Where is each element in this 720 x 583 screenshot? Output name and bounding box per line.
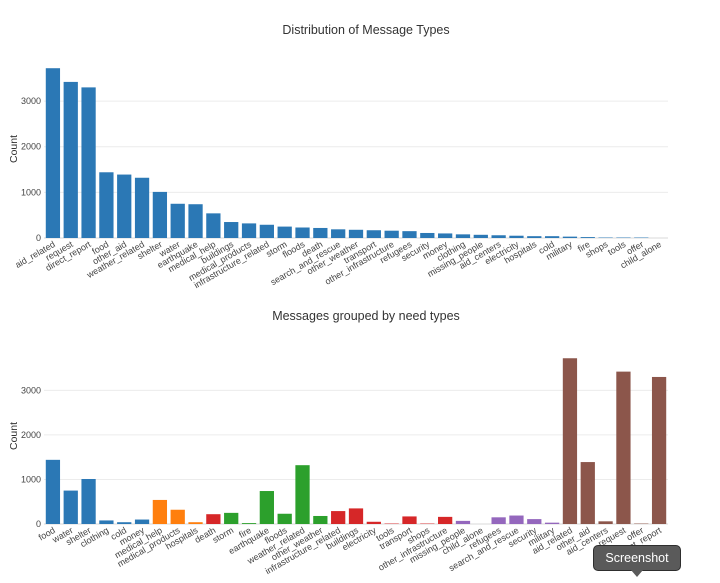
x-tick-label: storm <box>211 525 235 545</box>
chart-need-types: Messages grouped by need types 0 1000 2000 3… <box>8 309 668 576</box>
bar-security <box>527 519 542 524</box>
bar-aid-centers <box>491 235 506 238</box>
bar-military <box>562 236 578 238</box>
bar-refugees <box>402 231 417 238</box>
bar-water <box>63 490 78 524</box>
bar-hospitals <box>188 522 203 524</box>
bar-medical-products <box>241 223 257 238</box>
bar-death <box>206 514 221 524</box>
bar-weather-related <box>295 465 310 524</box>
bar-buildings <box>224 222 239 238</box>
bar-weather-related <box>134 177 150 238</box>
bar-medical-help <box>206 213 221 238</box>
bar-request <box>63 81 78 239</box>
y-tick-label: 3000 <box>21 96 41 106</box>
bar-money <box>134 519 150 524</box>
bar-storm <box>277 226 292 238</box>
bar-other-aid <box>580 462 595 524</box>
y-tick-label: 2000 <box>21 430 41 440</box>
bar-other-aid <box>117 174 132 238</box>
bar-medical-products <box>170 509 185 524</box>
bar-aid-related <box>562 358 578 524</box>
bar-money <box>438 233 453 238</box>
y-axis-title: Count <box>8 135 20 163</box>
bar-direct-report <box>651 376 667 524</box>
y-tick-label: 1000 <box>21 474 41 484</box>
bar-search-and-rescue <box>331 229 346 238</box>
y-tick-label: 1000 <box>21 187 41 197</box>
bar-floods <box>295 227 310 238</box>
bar-other-weather <box>313 515 328 524</box>
screenshot-tooltip: Screenshot <box>593 545 681 571</box>
bar-security <box>420 232 435 238</box>
bar-transport <box>402 516 417 524</box>
bar-water <box>170 203 185 238</box>
bar-request <box>616 371 631 524</box>
y-tick-label: 2000 <box>21 142 41 152</box>
bar-other-weather <box>348 229 364 238</box>
bar-direct-report <box>81 87 96 238</box>
bar-shelter <box>81 478 96 524</box>
bar-aid-related <box>45 68 61 238</box>
chart-title: Distribution of Message Types <box>282 23 449 37</box>
bar-other-infrastructure <box>438 516 453 524</box>
bar-missing-people <box>455 520 471 524</box>
bar-clothing <box>455 234 471 238</box>
bar-fire <box>241 523 257 524</box>
bar-floods <box>277 513 292 524</box>
bar-other-infrastructure <box>384 230 399 238</box>
bar-cold <box>117 522 132 524</box>
bar-storm <box>224 512 239 524</box>
y-axis-title: Count <box>8 422 20 450</box>
bar-missing-people <box>473 234 488 238</box>
bar-hospitals <box>527 236 542 238</box>
bar-death <box>313 227 328 238</box>
chart-title: Messages grouped by need types <box>272 309 460 323</box>
bar-infrastructure-related <box>331 511 346 524</box>
tooltip-arrow-icon <box>631 570 643 577</box>
bar-buildings <box>348 508 364 524</box>
bar-earthquake <box>188 204 203 238</box>
y-tick-label: 0 <box>36 233 41 243</box>
bar-infrastructure-related <box>259 224 274 238</box>
bar-shelter <box>152 191 168 238</box>
bar-military <box>544 522 560 524</box>
bar-search-and-rescue <box>509 515 524 524</box>
bar-refugees <box>491 517 506 524</box>
bar-fire <box>580 237 595 238</box>
chart-message-types: Distribution of Message Types 0 1000 2000 30… <box>8 23 668 290</box>
bar-aid-centers <box>598 521 613 524</box>
bar-food <box>45 459 61 524</box>
bar-transport <box>366 230 381 238</box>
bar-cold <box>544 236 560 238</box>
bar-electricity <box>366 521 381 524</box>
bar-clothing <box>99 520 114 524</box>
bar-medical-help <box>152 499 168 524</box>
bar-food <box>99 172 114 238</box>
bar-electricity <box>509 235 524 238</box>
y-tick-label: 3000 <box>21 385 41 395</box>
y-tick-label: 0 <box>36 519 41 529</box>
bar-earthquake <box>259 491 274 524</box>
